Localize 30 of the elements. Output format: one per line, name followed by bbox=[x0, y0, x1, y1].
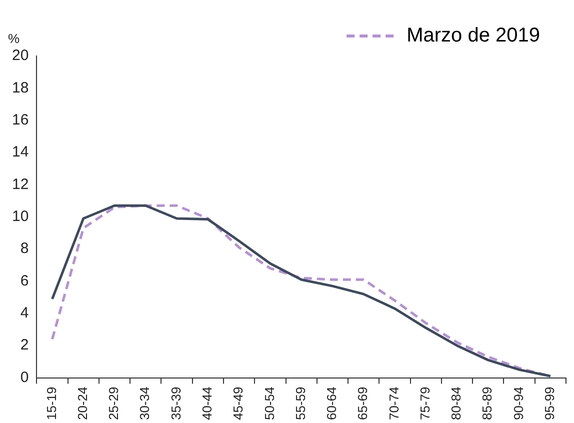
legend-label: Marzo de 2019 bbox=[406, 24, 540, 47]
x-tick-label: 15-19 bbox=[44, 386, 59, 420]
y-tick-label: 2 bbox=[20, 336, 29, 354]
x-tick-label: 65-69 bbox=[355, 386, 370, 420]
x-tick-label: 25-29 bbox=[106, 386, 122, 420]
y-tick-label: 0 bbox=[20, 368, 29, 386]
x-tick-label: 60-64 bbox=[324, 386, 340, 420]
y-tick-label: 6 bbox=[20, 272, 29, 290]
x-tick-label: 50-54 bbox=[262, 386, 277, 420]
y-tick-label: 8 bbox=[20, 240, 29, 258]
y-tick-label: 12 bbox=[12, 176, 29, 193]
x-tick-label: 45-49 bbox=[230, 386, 246, 420]
y-tick-label: 20 bbox=[12, 47, 29, 64]
x-tick-label: 90-94 bbox=[510, 386, 526, 420]
x-tick-label: 55-59 bbox=[292, 386, 308, 420]
x-tick-label: 75-79 bbox=[417, 386, 432, 420]
x-tick-label: 30-34 bbox=[137, 386, 152, 420]
y-tick-label: 4 bbox=[20, 304, 29, 322]
x-tick-label: 70-74 bbox=[386, 386, 402, 420]
y-axis-title: % bbox=[8, 31, 20, 46]
x-tick-label: 85-89 bbox=[480, 386, 495, 420]
x-tick-label: 20-24 bbox=[74, 386, 90, 420]
y-tick-label: 18 bbox=[12, 79, 29, 96]
x-tick-label: 80-84 bbox=[448, 386, 464, 420]
x-tick-label: 35-39 bbox=[168, 386, 184, 420]
y-tick-label: 10 bbox=[12, 208, 29, 226]
x-tick-label: 95-99 bbox=[542, 386, 558, 420]
y-tick-label: 16 bbox=[12, 111, 29, 128]
y-tick-label: 14 bbox=[12, 144, 29, 161]
x-tick-label: 40-44 bbox=[200, 386, 215, 420]
